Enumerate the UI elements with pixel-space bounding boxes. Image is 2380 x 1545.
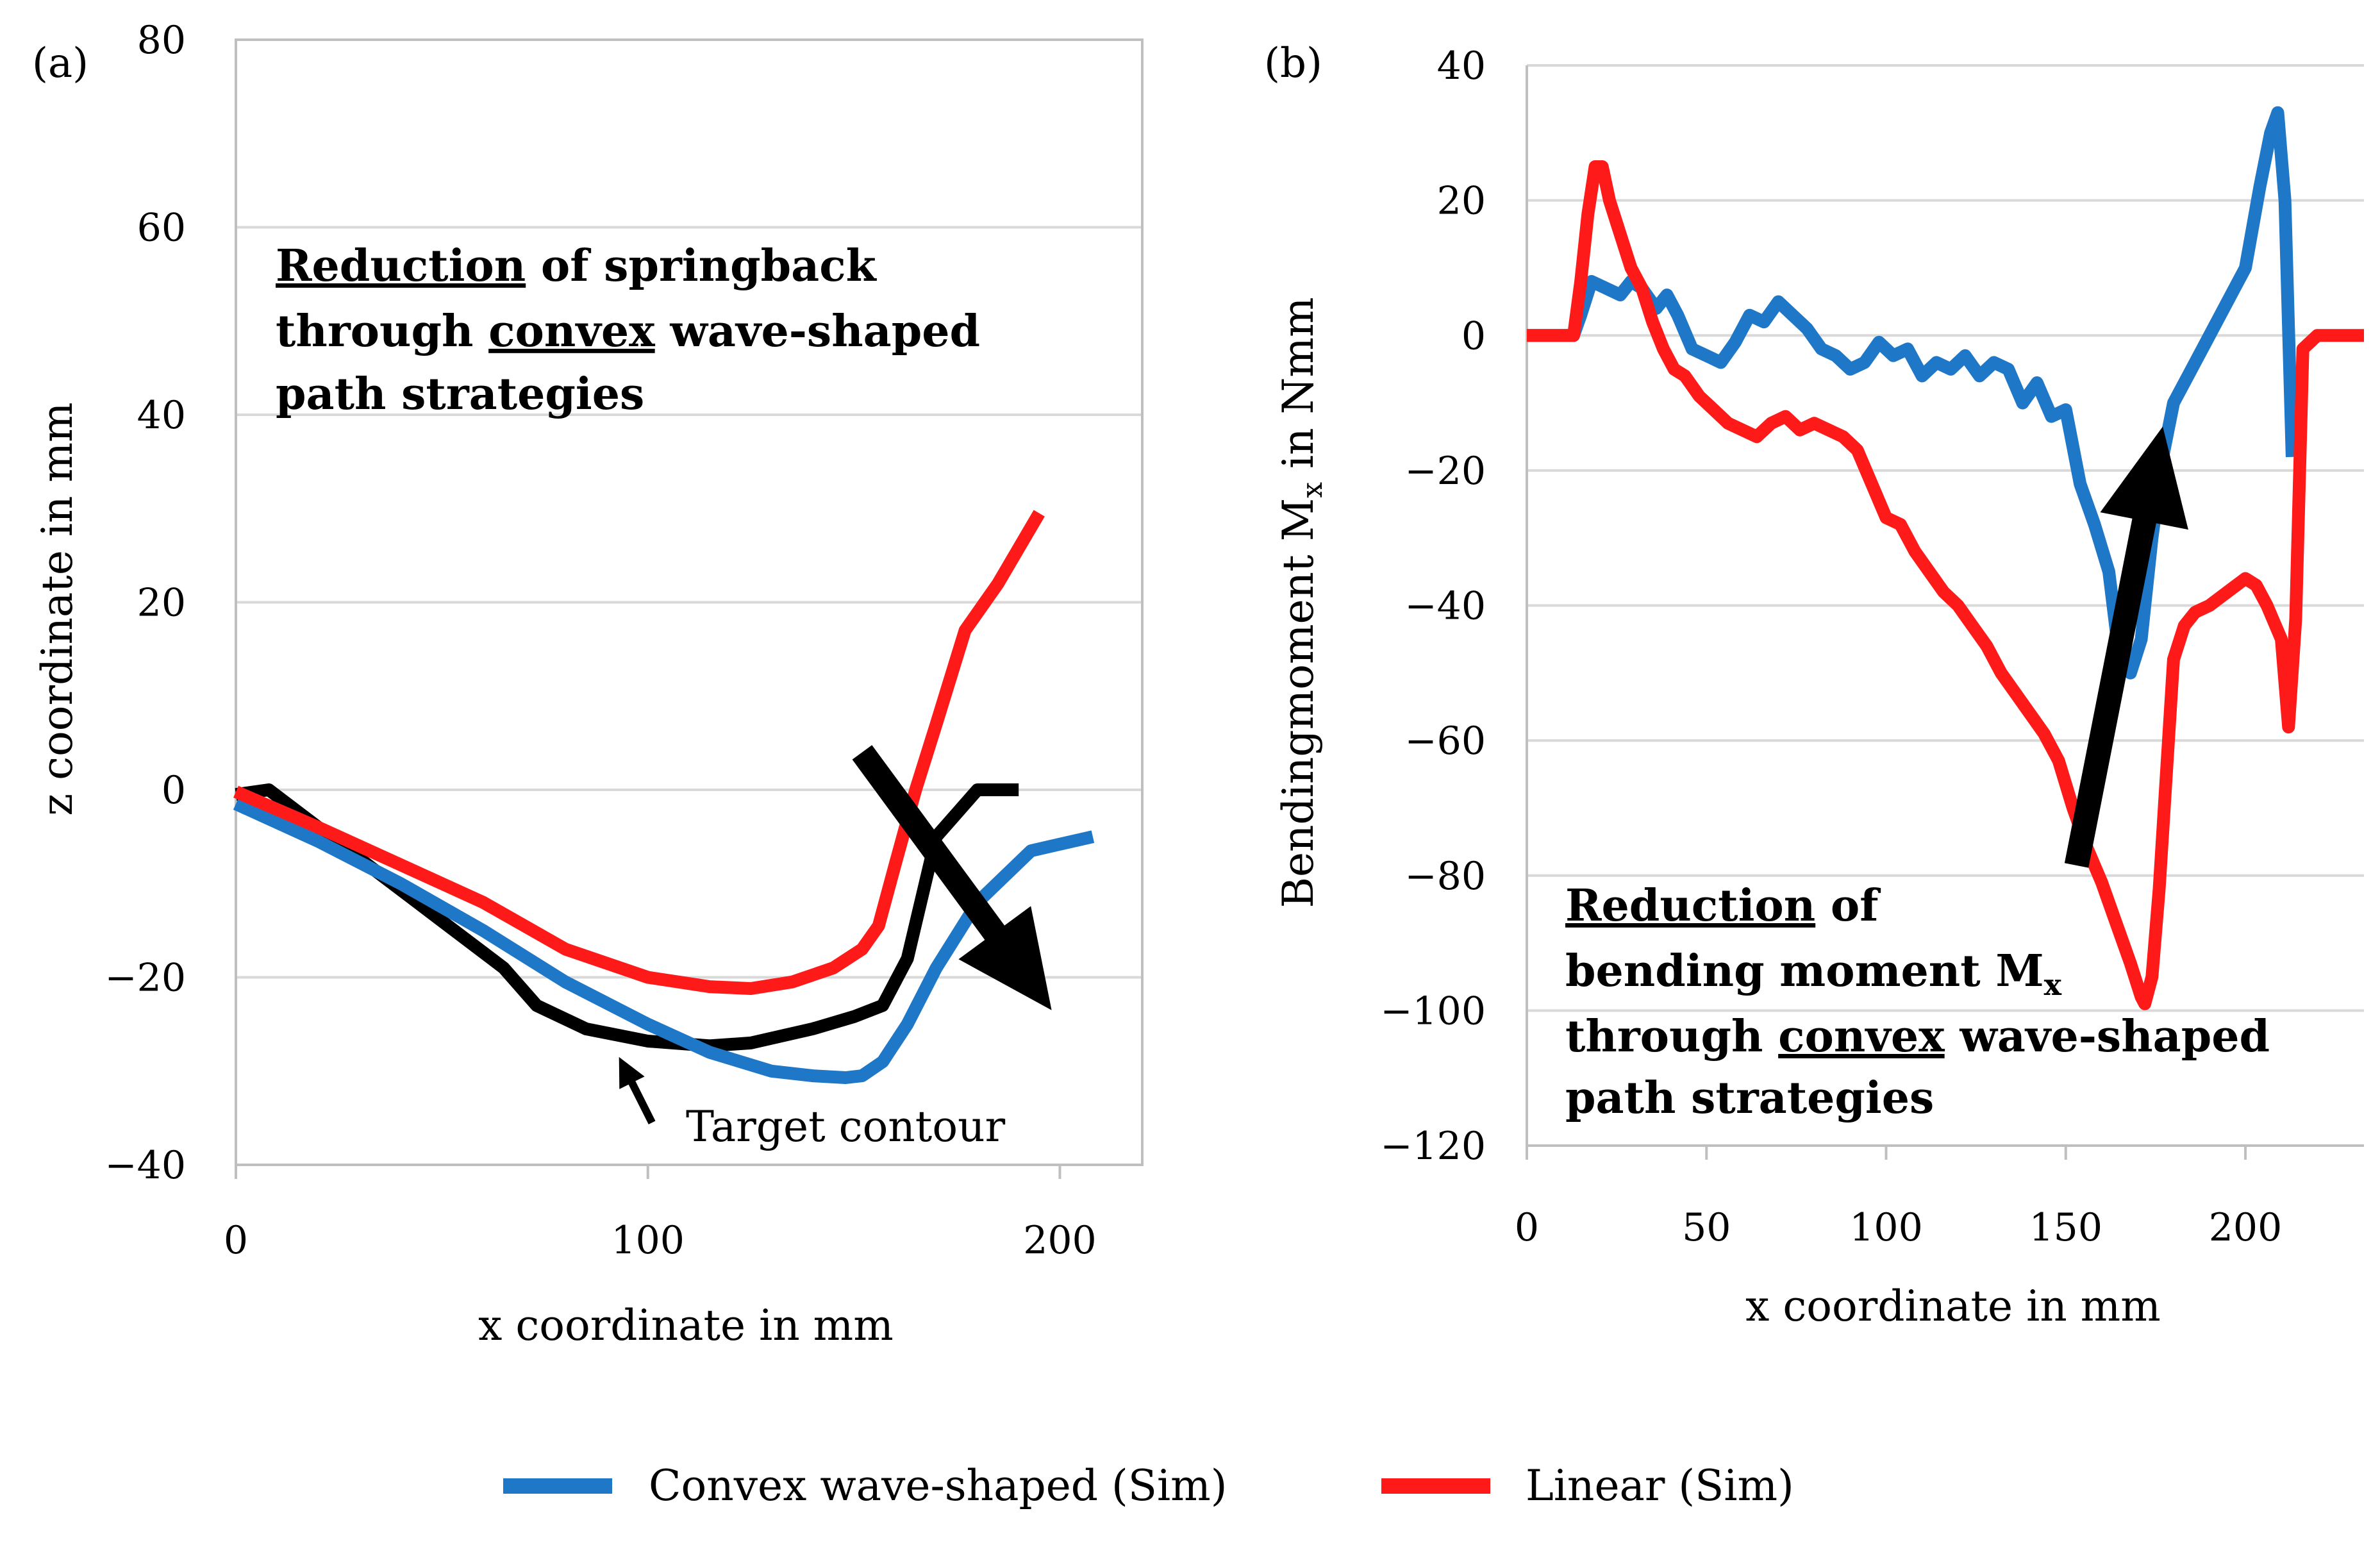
y-tick-label-a-2: 0: [162, 768, 186, 813]
annotation-a-line2: through convex wave-shaped: [276, 306, 980, 357]
annotation-b-line2: bending moment Mx: [1565, 946, 2062, 1002]
grid-b: [1526, 64, 2364, 1147]
y-axis-label-b: Bendingmoment Mx in Nmm: [1274, 297, 1329, 908]
annotation-a-reduction: Reduction: [276, 240, 526, 292]
panel-label-a: (a): [32, 40, 88, 87]
annotation-b-line2-sub: x: [2044, 967, 2062, 1002]
y-axis-label-b-unit: in Nmm: [1274, 297, 1323, 482]
annotation-a-line2-rest: wave-shaped: [655, 306, 980, 357]
annotation-b-line4: path strategies: [1565, 1073, 1934, 1124]
annotation-b-convex: convex: [1778, 1011, 1945, 1062]
y-tick-label-a-6: 80: [137, 18, 186, 63]
x-tick-label-a-1: 100: [611, 1218, 685, 1263]
annotation-a-line1: Reduction of springback: [276, 240, 878, 292]
x-ticks-a: 0 100 200: [224, 1165, 1097, 1263]
plot-area-b: [1527, 106, 2364, 1010]
x-tick-label-b-3: 150: [2029, 1205, 2103, 1250]
plot-frame-a: [235, 38, 1144, 1166]
annotation-a-line1-rest: of springback: [526, 240, 877, 292]
y-tick-label-b-5: −20: [1404, 449, 1486, 494]
y-axis-label-b-main: Bendingmoment M: [1274, 498, 1323, 908]
y-tick-label-b-0: −120: [1380, 1124, 1486, 1169]
annotation-b-line2-main: bending moment M: [1565, 946, 2044, 997]
series-line-b-convex-wave-shaped-sim: [1527, 106, 2299, 680]
series-line-b-linear-sim: [1527, 160, 2364, 1010]
y-tick-label-b-1: −100: [1380, 989, 1486, 1033]
y-tick-label-b-3: −60: [1404, 719, 1486, 764]
y-tick-label-a-4: 40: [137, 393, 186, 438]
annotation-b-reduction: Reduction: [1565, 880, 1815, 931]
grid-a: [235, 38, 1144, 1166]
annotation-b-line3: through convex wave-shaped: [1565, 1011, 2270, 1062]
annotation-a-line2-prefix: through: [276, 306, 488, 357]
y-tick-label-b-6: 0: [1461, 313, 1486, 358]
y-axis-label-b-sub: x: [1296, 482, 1329, 498]
trend-arrow-b-0: [2064, 426, 2188, 868]
x-axis-label-b: x coordinate in mm: [1745, 1282, 2161, 1331]
annotation-b-line1-rest: of: [1815, 880, 1881, 931]
y-tick-label-a-5: 60: [137, 206, 186, 251]
chart-a: (a) −40 −20 0 20 40 60 80 0 100 200 x coordinate…: [32, 18, 1144, 1350]
x-axis-label-a: x coordinate in mm: [478, 1301, 894, 1350]
annotation-b-line3-rest: wave-shaped: [1945, 1011, 2270, 1062]
y-tick-label-b-4: −40: [1404, 584, 1486, 629]
y-tick-label-b-7: 20: [1437, 179, 1486, 224]
y-tick-label-b-2: −80: [1404, 854, 1486, 899]
y-axis-label-a: z coordinate in mm: [33, 402, 82, 815]
x-tick-label-b-2: 100: [1849, 1205, 1923, 1250]
target-contour-label: Target contour: [686, 1102, 1006, 1151]
y-tick-label-a-3: 20: [137, 581, 186, 626]
x-ticks-b: 0 50 100 150 200: [1515, 1146, 2282, 1250]
chart-b: (b) −120 −100 −80 −60 −40 −20 0 20 40 0 50 100 150 2…: [1264, 40, 2364, 1331]
series-line-a-linear-sim: [233, 510, 1045, 995]
series-line-a-convex-wave-shaped-sim: [233, 798, 1095, 1084]
y-ticks-a: −40 −20 0 20 40 60 80: [104, 18, 186, 1188]
plot-area-a: [233, 510, 1095, 1124]
x-tick-label-a-0: 0: [224, 1218, 248, 1263]
x-tick-label-a-2: 200: [1023, 1218, 1097, 1263]
panel-label-b: (b): [1264, 40, 1322, 87]
y-ticks-b: −120 −100 −80 −60 −40 −20 0 20 40: [1380, 44, 1486, 1169]
annotation-a-line3: path strategies: [276, 369, 644, 420]
x-tick-label-b-0: 0: [1515, 1205, 1539, 1250]
y-tick-label-b-8: 40: [1437, 44, 1486, 88]
legend: Convex wave-shaped (Sim) Linear (Sim): [503, 1461, 1794, 1510]
annotation-b-line1: Reduction of: [1565, 880, 1881, 931]
x-tick-label-b-4: 200: [2209, 1205, 2283, 1250]
x-tick-label-b-1: 50: [1682, 1205, 1731, 1250]
target-arrow-a-1: [619, 1056, 656, 1124]
annotation-b-line3-prefix: through: [1565, 1011, 1778, 1062]
annotation-a-convex: convex: [488, 306, 655, 357]
legend-label-linear: Linear (Sim): [1526, 1461, 1794, 1510]
y-tick-label-a-1: −20: [104, 956, 186, 1001]
trend-arrow-a-0: [852, 745, 1052, 1010]
y-tick-label-a-0: −40: [104, 1143, 186, 1188]
legend-label-convex: Convex wave-shaped (Sim): [649, 1461, 1227, 1510]
